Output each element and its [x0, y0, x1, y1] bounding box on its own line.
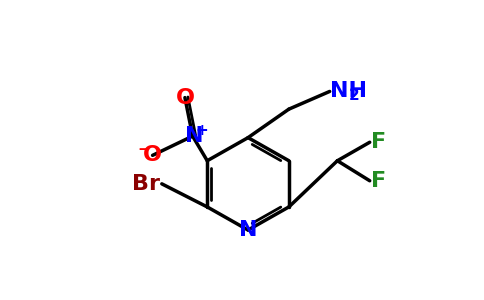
Text: 2: 2	[349, 88, 360, 103]
Text: N: N	[239, 220, 257, 240]
Text: +: +	[196, 123, 208, 138]
Text: NH: NH	[330, 81, 367, 101]
Text: O: O	[143, 145, 162, 165]
Text: F: F	[371, 171, 386, 191]
Text: F: F	[371, 132, 386, 152]
Text: N: N	[185, 126, 203, 146]
Text: −: −	[137, 142, 150, 157]
Text: Br: Br	[132, 174, 160, 194]
Text: O: O	[175, 88, 195, 108]
